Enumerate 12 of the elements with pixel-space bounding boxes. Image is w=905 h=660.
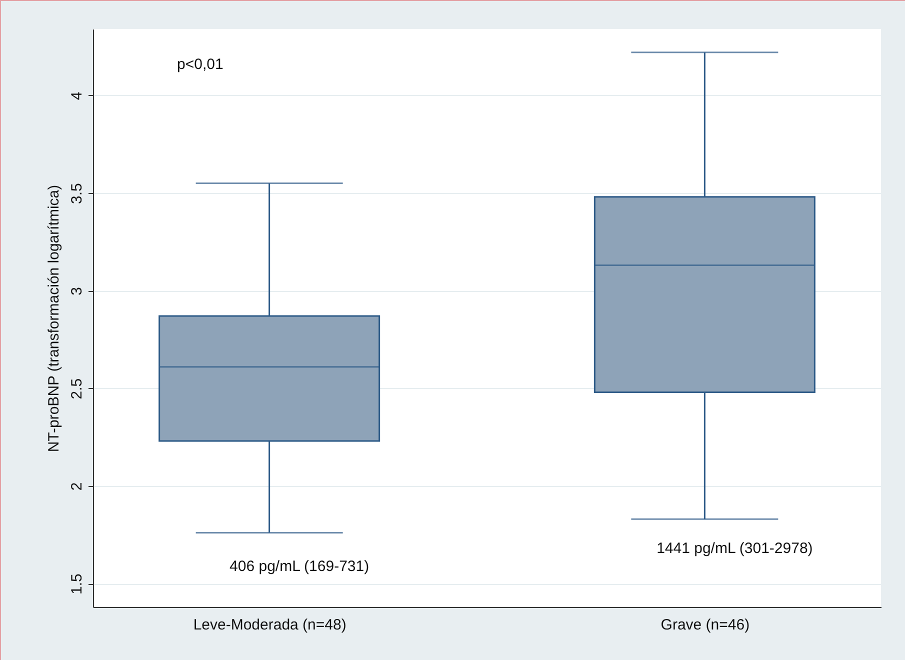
y-tick-label: 2.5 [68,378,86,400]
y-tick-label: 4 [68,92,86,100]
annotation: p<0,01 [177,56,224,73]
annotation: 406 pg/mL (169-731) [230,558,370,575]
y-tick-label: 1.5 [68,574,86,594]
annotation: 1441 pg/mL (301-2978) [656,540,813,557]
x-tick-label: Leve-Moderada (n=48) [193,616,346,634]
y-tick-label: 3 [68,286,86,296]
y-tick-label: 3.5 [68,183,86,204]
y-tick-label: 2 [68,482,86,491]
y-axis-title: NT-proBNP (transformación logarítmica) [46,184,62,452]
x-tick-label: Grave (n=46) [660,616,750,634]
